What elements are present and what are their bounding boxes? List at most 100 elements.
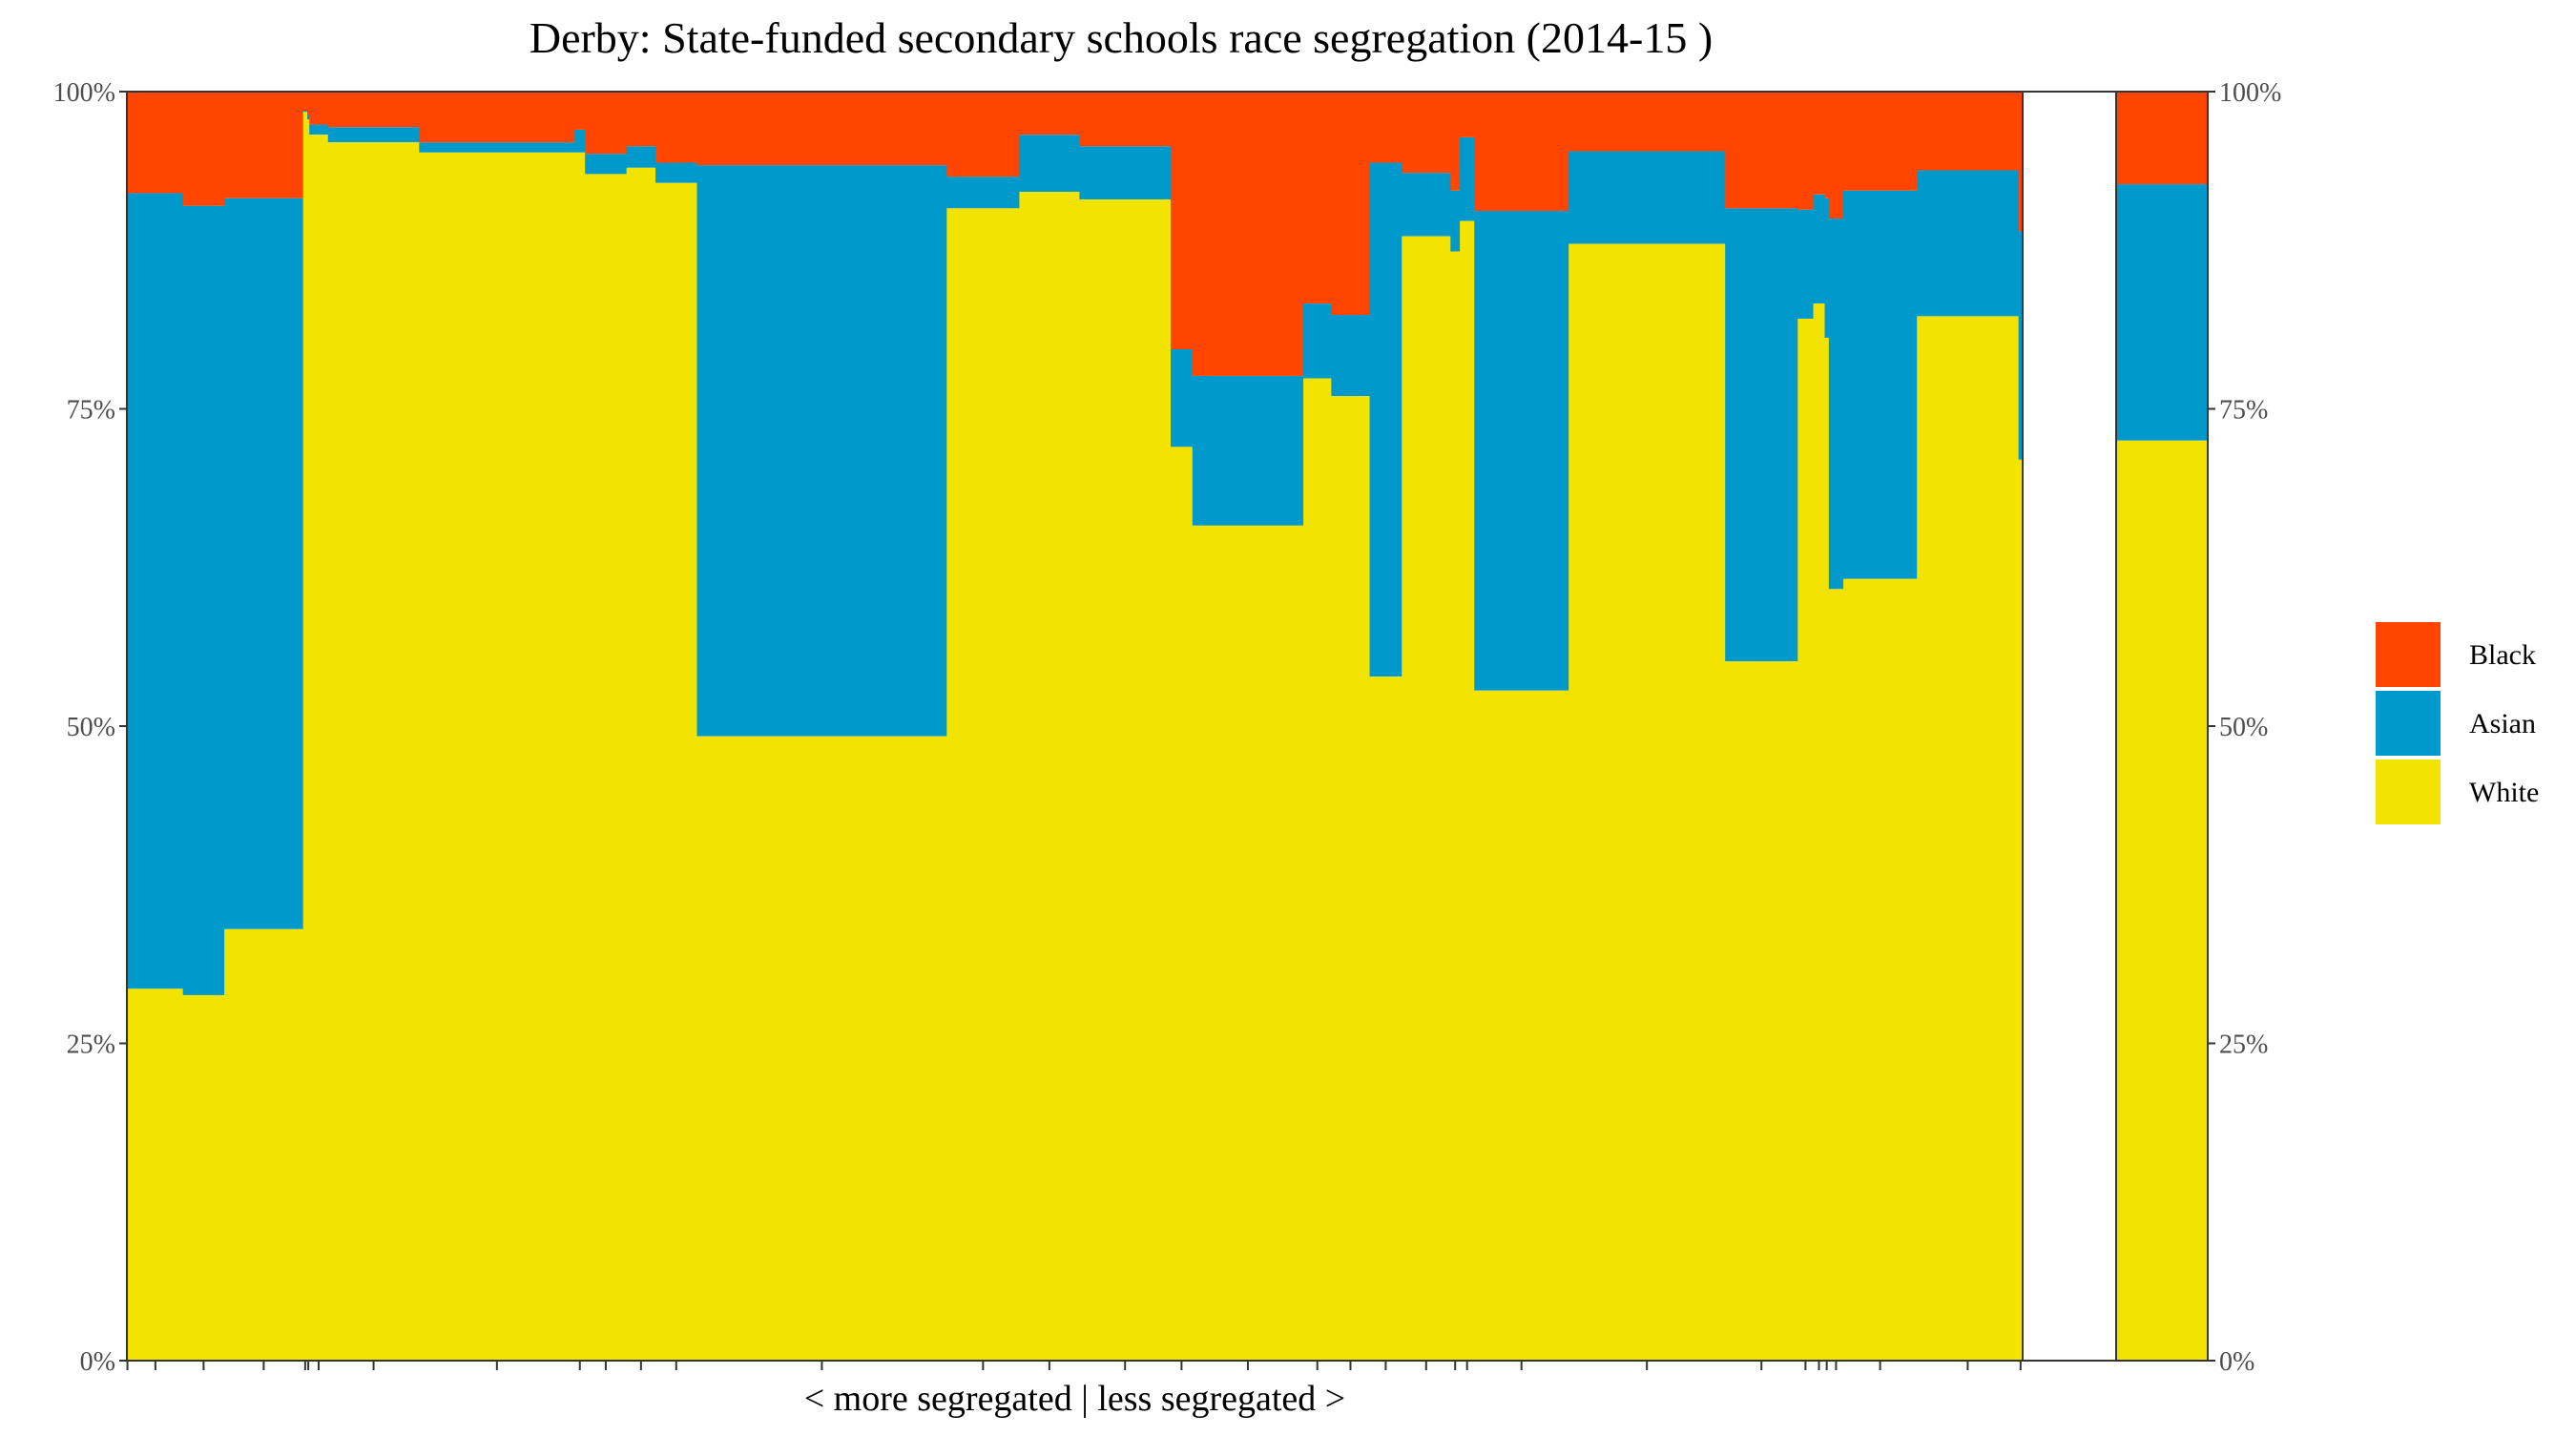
- y-tick-label-left: 100%: [53, 78, 115, 108]
- bar-asian-11: [626, 146, 656, 168]
- bar-white-1: [128, 989, 184, 1361]
- bar-black-27: [1725, 92, 1798, 209]
- bar-white-19: [1303, 378, 1332, 1362]
- y-axis-left: 0% 25% 50% 75% 100%: [53, 78, 127, 1377]
- bar-black-14: [946, 92, 1020, 177]
- bar-white-23: [1450, 251, 1461, 1362]
- bar-asian-25: [1474, 211, 1569, 691]
- overall-bar-black: [2116, 92, 2208, 185]
- bar-black-6: [309, 92, 329, 125]
- bar-asian-8: [419, 142, 575, 153]
- y-tick-label-left: 75%: [67, 396, 115, 426]
- bar-white-24: [1460, 220, 1475, 1361]
- bar-black-4: [302, 92, 308, 111]
- bar-white-10: [585, 174, 628, 1362]
- bar-black-29: [1813, 92, 1826, 195]
- bar-black-21: [1369, 92, 1402, 163]
- y-axis-right: 0% 25% 50% 75% 100%: [2208, 78, 2281, 1377]
- bar-black-17: [1170, 92, 1194, 349]
- legend-swatch-asian: [2376, 691, 2441, 756]
- bar-white-5: [307, 119, 310, 1361]
- bar-white-11: [626, 167, 656, 1361]
- bar-asian-34: [2018, 231, 2024, 460]
- legend: Black Asian White: [2376, 622, 2539, 824]
- bar-white-30: [1824, 338, 1830, 1361]
- bar-black-9: [574, 92, 586, 130]
- bar-white-31: [1828, 589, 1844, 1361]
- bar-white-17: [1170, 447, 1194, 1361]
- overall-bar-white: [2116, 440, 2208, 1361]
- bar-black-23: [1450, 92, 1461, 191]
- gap-panel: [2022, 91, 2117, 1362]
- bar-black-32: [1843, 92, 1918, 191]
- bar-black-20: [1331, 92, 1371, 316]
- bar-asian-13: [696, 165, 947, 737]
- y-tick-label-right: 100%: [2219, 78, 2281, 108]
- bar-black-11: [626, 92, 656, 147]
- bar-asian-10: [585, 154, 628, 175]
- bar-black-12: [655, 92, 698, 163]
- bar-asian-6: [309, 124, 329, 135]
- bar-asian-31: [1828, 219, 1844, 590]
- bar-asian-12: [655, 162, 698, 183]
- bar-black-2: [182, 92, 225, 206]
- bar-white-15: [1019, 192, 1080, 1361]
- bar-white-9: [574, 152, 586, 1362]
- bar-asian-27: [1725, 208, 1798, 662]
- bar-white-27: [1725, 661, 1798, 1361]
- bar-white-13: [696, 736, 947, 1361]
- bar-white-3: [224, 928, 304, 1361]
- bar-asian-33: [1917, 170, 2020, 317]
- bar-white-8: [419, 152, 575, 1362]
- bar-black-13: [696, 92, 947, 166]
- bar-asian-21: [1369, 162, 1402, 677]
- bar-black-8: [419, 92, 575, 143]
- overall-bar-asian: [2116, 184, 2208, 441]
- bar-black-26: [1568, 92, 1726, 152]
- bar-white-20: [1331, 396, 1371, 1361]
- bar-asian-3: [224, 198, 304, 929]
- bar-white-16: [1079, 199, 1172, 1361]
- y-tick-label-right: 50%: [2219, 713, 2268, 742]
- y-tick-label-right: 0%: [2219, 1347, 2254, 1377]
- bar-black-33: [1917, 92, 2020, 171]
- bar-black-34: [2018, 92, 2024, 232]
- bar-black-19: [1303, 92, 1332, 304]
- bar-asian-18: [1192, 375, 1304, 526]
- bar-asian-14: [946, 177, 1020, 209]
- bar-white-21: [1369, 676, 1402, 1361]
- bar-white-18: [1192, 525, 1304, 1361]
- bar-black-30: [1824, 92, 1830, 198]
- bar-black-25: [1474, 92, 1569, 212]
- x-axis-label: < more segregated | less segregated >: [804, 1379, 1345, 1419]
- bar-asian-28: [1797, 209, 1815, 320]
- legend-label-asian: Asian: [2469, 708, 2536, 739]
- y-tick-label-right: 75%: [2219, 396, 2268, 426]
- bar-black-22: [1402, 92, 1451, 174]
- bar-black-18: [1192, 92, 1304, 376]
- bar-white-32: [1843, 578, 1918, 1361]
- bar-asian-23: [1450, 190, 1461, 252]
- bar-asian-17: [1170, 348, 1194, 447]
- bar-black-15: [1019, 92, 1080, 135]
- bar-asian-24: [1460, 136, 1475, 221]
- legend-swatch-white: [2376, 760, 2441, 824]
- bar-asian-30: [1824, 198, 1830, 339]
- bar-asian-9: [574, 129, 586, 153]
- bar-white-28: [1797, 319, 1815, 1361]
- bar-black-24: [1460, 92, 1475, 137]
- y-tick-label-right: 25%: [2219, 1030, 2268, 1060]
- y-tick-label-left: 0%: [80, 1347, 115, 1377]
- legend-label-black: Black: [2469, 639, 2536, 671]
- y-tick-label-left: 50%: [67, 713, 115, 742]
- bar-asian-4: [302, 110, 308, 113]
- bar-asian-26: [1568, 151, 1726, 244]
- bar-asian-16: [1079, 146, 1172, 200]
- bar-black-5: [307, 92, 310, 114]
- bar-asian-15: [1019, 135, 1080, 193]
- bar-white-34: [2018, 459, 2024, 1361]
- bar-white-22: [1402, 236, 1451, 1361]
- bar-black-7: [327, 92, 420, 128]
